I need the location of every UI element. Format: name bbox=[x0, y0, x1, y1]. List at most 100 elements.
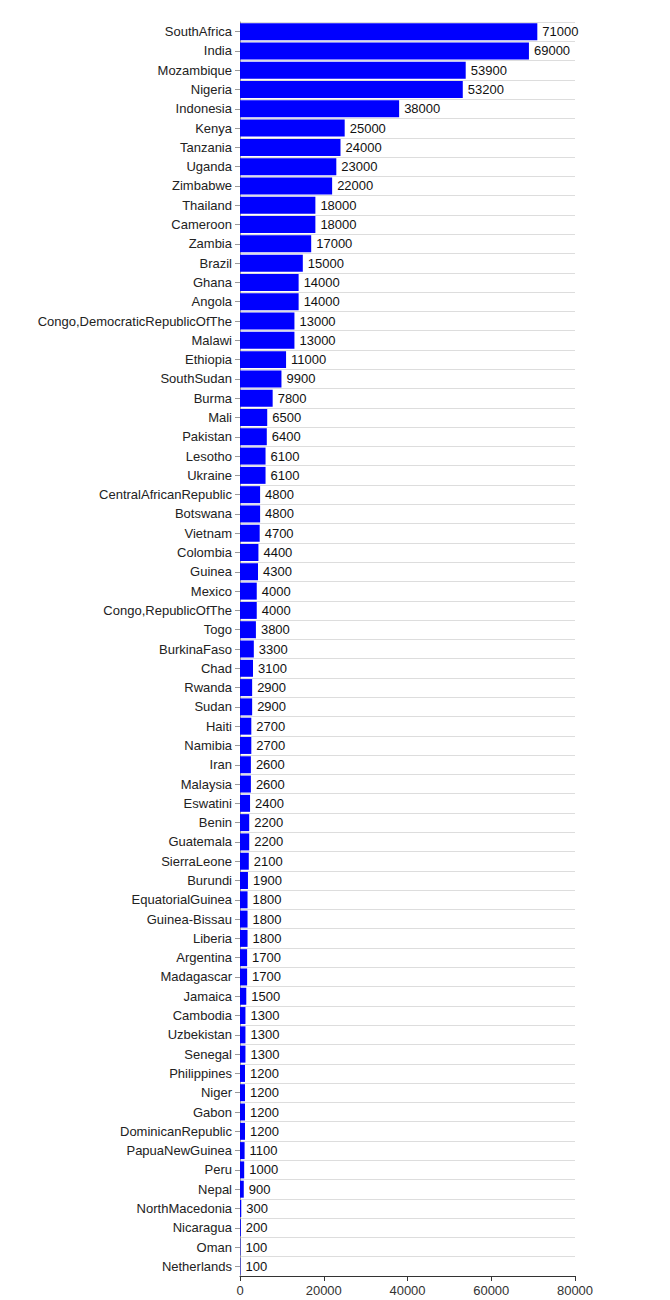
svg-text:300: 300 bbox=[246, 1201, 268, 1216]
svg-text:Iran: Iran bbox=[210, 757, 232, 772]
svg-text:Indonesia: Indonesia bbox=[176, 101, 233, 116]
svg-text:1300: 1300 bbox=[250, 1027, 279, 1042]
svg-text:4800: 4800 bbox=[265, 487, 294, 502]
svg-text:Madagascar: Madagascar bbox=[160, 969, 232, 984]
svg-text:71000: 71000 bbox=[542, 24, 578, 39]
svg-text:Zambia: Zambia bbox=[189, 236, 233, 251]
svg-text:53200: 53200 bbox=[468, 82, 504, 97]
svg-text:4300: 4300 bbox=[263, 564, 292, 579]
svg-text:2900: 2900 bbox=[257, 680, 286, 695]
svg-text:EquatorialGuinea: EquatorialGuinea bbox=[132, 892, 233, 907]
svg-text:15000: 15000 bbox=[308, 256, 344, 271]
svg-text:Pakistan: Pakistan bbox=[182, 429, 232, 444]
svg-text:22000: 22000 bbox=[337, 178, 373, 193]
svg-text:1700: 1700 bbox=[252, 950, 281, 965]
svg-text:Tanzania: Tanzania bbox=[180, 140, 233, 155]
svg-text:SierraLeone: SierraLeone bbox=[161, 854, 232, 869]
svg-text:17000: 17000 bbox=[316, 236, 352, 251]
svg-text:2600: 2600 bbox=[256, 757, 285, 772]
svg-text:Jamaica: Jamaica bbox=[184, 989, 233, 1004]
svg-text:Benin: Benin bbox=[199, 815, 232, 830]
svg-text:100: 100 bbox=[245, 1240, 267, 1255]
svg-text:1800: 1800 bbox=[253, 912, 282, 927]
svg-text:Kenya: Kenya bbox=[195, 121, 233, 136]
svg-text:Vietnam: Vietnam bbox=[185, 526, 232, 541]
svg-text:Haiti: Haiti bbox=[206, 719, 232, 734]
svg-text:Sudan: Sudan bbox=[194, 699, 232, 714]
svg-text:25000: 25000 bbox=[350, 121, 386, 136]
svg-text:Zimbabwe: Zimbabwe bbox=[172, 178, 232, 193]
svg-text:Chad: Chad bbox=[201, 661, 232, 676]
svg-text:2100: 2100 bbox=[254, 854, 283, 869]
svg-text:6100: 6100 bbox=[271, 468, 300, 483]
svg-text:6100: 6100 bbox=[271, 449, 300, 464]
svg-text:100: 100 bbox=[245, 1259, 267, 1274]
svg-text:Nicaragua: Nicaragua bbox=[173, 1220, 233, 1235]
svg-text:0: 0 bbox=[236, 1283, 243, 1298]
svg-text:Peru: Peru bbox=[205, 1162, 232, 1177]
svg-text:40000: 40000 bbox=[389, 1283, 425, 1298]
svg-text:14000: 14000 bbox=[304, 294, 340, 309]
svg-text:Angola: Angola bbox=[192, 294, 233, 309]
svg-text:24000: 24000 bbox=[346, 140, 382, 155]
svg-text:Mali: Mali bbox=[208, 410, 232, 425]
svg-text:4000: 4000 bbox=[262, 603, 291, 618]
svg-text:1200: 1200 bbox=[250, 1085, 279, 1100]
svg-text:PapuaNewGuinea: PapuaNewGuinea bbox=[126, 1143, 232, 1158]
svg-text:2900: 2900 bbox=[257, 699, 286, 714]
svg-text:11000: 11000 bbox=[291, 352, 326, 367]
svg-text:Senegal: Senegal bbox=[184, 1047, 232, 1062]
svg-text:3300: 3300 bbox=[259, 642, 288, 657]
svg-text:6500: 6500 bbox=[272, 410, 301, 425]
svg-text:18000: 18000 bbox=[320, 217, 356, 232]
svg-text:Argentina: Argentina bbox=[176, 950, 232, 965]
svg-text:1300: 1300 bbox=[250, 1008, 279, 1023]
svg-text:Nigeria: Nigeria bbox=[191, 82, 233, 97]
svg-text:9900: 9900 bbox=[286, 371, 315, 386]
svg-text:Mexico: Mexico bbox=[191, 584, 232, 599]
svg-text:1200: 1200 bbox=[250, 1124, 279, 1139]
svg-text:53900: 53900 bbox=[471, 63, 507, 78]
svg-text:1500: 1500 bbox=[251, 989, 280, 1004]
svg-text:Mozambique: Mozambique bbox=[158, 63, 232, 78]
svg-text:DominicanRepublic: DominicanRepublic bbox=[120, 1124, 232, 1139]
svg-text:Cameroon: Cameroon bbox=[171, 217, 232, 232]
svg-text:NorthMacedonia: NorthMacedonia bbox=[137, 1201, 233, 1216]
svg-text:23000: 23000 bbox=[341, 159, 377, 174]
svg-text:13000: 13000 bbox=[299, 333, 335, 348]
svg-text:4000: 4000 bbox=[262, 584, 291, 599]
svg-text:Ghana: Ghana bbox=[193, 275, 233, 290]
svg-text:Botswana: Botswana bbox=[175, 506, 233, 521]
svg-text:3100: 3100 bbox=[258, 661, 287, 676]
svg-text:1800: 1800 bbox=[253, 931, 282, 946]
svg-text:Uzbekistan: Uzbekistan bbox=[168, 1027, 232, 1042]
svg-text:Thailand: Thailand bbox=[182, 198, 232, 213]
svg-text:Colombia: Colombia bbox=[177, 545, 233, 560]
svg-text:2600: 2600 bbox=[256, 777, 285, 792]
svg-text:1700: 1700 bbox=[252, 969, 281, 984]
svg-text:60000: 60000 bbox=[473, 1283, 509, 1298]
svg-text:Namibia: Namibia bbox=[184, 738, 232, 753]
svg-text:India: India bbox=[204, 43, 233, 58]
svg-text:BurkinaFaso: BurkinaFaso bbox=[159, 642, 232, 657]
svg-text:4800: 4800 bbox=[265, 506, 294, 521]
svg-text:2700: 2700 bbox=[256, 738, 285, 753]
svg-text:Uganda: Uganda bbox=[186, 159, 232, 174]
svg-text:7800: 7800 bbox=[278, 391, 307, 406]
svg-text:13000: 13000 bbox=[299, 314, 335, 329]
svg-text:200: 200 bbox=[246, 1220, 268, 1235]
svg-text:80000: 80000 bbox=[557, 1283, 593, 1298]
svg-text:1200: 1200 bbox=[250, 1066, 279, 1081]
svg-text:Guinea-Bissau: Guinea-Bissau bbox=[147, 912, 232, 927]
svg-text:CentralAfricanRepublic: CentralAfricanRepublic bbox=[99, 487, 232, 502]
svg-text:69000: 69000 bbox=[534, 43, 570, 58]
svg-text:1000: 1000 bbox=[249, 1162, 278, 1177]
svg-text:2700: 2700 bbox=[256, 719, 285, 734]
svg-text:2200: 2200 bbox=[254, 834, 283, 849]
svg-text:Oman: Oman bbox=[197, 1240, 232, 1255]
svg-text:Ethiopia: Ethiopia bbox=[185, 352, 233, 367]
svg-text:38000: 38000 bbox=[404, 101, 440, 116]
svg-text:Philippines: Philippines bbox=[169, 1066, 232, 1081]
svg-text:1800: 1800 bbox=[253, 892, 282, 907]
svg-text:Nepal: Nepal bbox=[198, 1182, 232, 1197]
